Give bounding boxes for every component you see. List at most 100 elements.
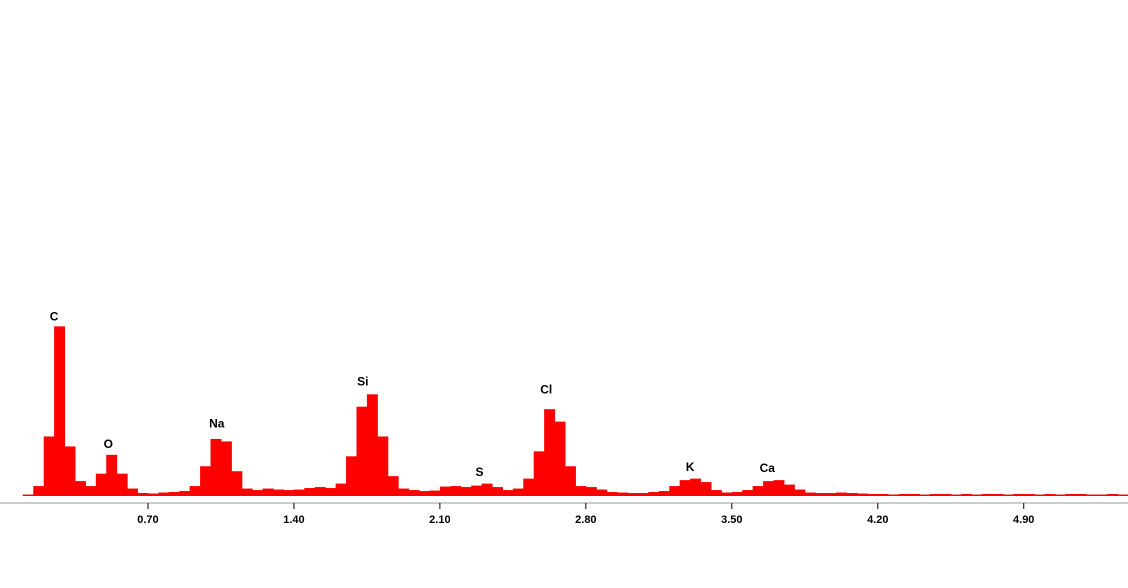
spectrum-bar [398, 488, 410, 496]
spectrum-bar [460, 487, 472, 496]
spectrum-bar [585, 487, 597, 496]
peak-label: Ca [760, 461, 776, 475]
spectrum-bar [700, 482, 712, 496]
spectrum-bar [64, 446, 76, 496]
spectrum-bar [1075, 494, 1087, 496]
x-tick-label: 2.80 [575, 514, 596, 526]
spectrum-bar [742, 490, 754, 496]
spectrum-bar [220, 441, 232, 496]
spectrum-bar [314, 487, 326, 496]
spectrum-bar [492, 487, 503, 496]
spectrum-bar [1096, 494, 1108, 496]
spectrum-bar [606, 492, 618, 496]
spectrum-bar [387, 476, 399, 496]
spectrum-bar [721, 492, 733, 496]
spectrum-bar [273, 489, 284, 496]
spectrum-bar [648, 492, 660, 496]
x-tick-label: 3.50 [721, 514, 742, 526]
spectrum-bar [1065, 494, 1077, 496]
spectrum-bar [1013, 494, 1025, 496]
spectrum-bar [773, 480, 785, 496]
spectrum-bar [335, 483, 347, 496]
spectrum-bar [710, 490, 722, 496]
spectrum-bar [419, 491, 430, 496]
spectrum-bar [512, 488, 524, 496]
spectrum-bar [1107, 494, 1119, 496]
spectrum-bar [1055, 494, 1066, 496]
spectrum-bar [116, 473, 128, 496]
spectrum-bar [679, 480, 691, 496]
spectrum-bar [731, 492, 743, 496]
spectrum-bar [210, 438, 222, 496]
spectrum-bar [669, 486, 681, 496]
spectrum-bar [982, 494, 993, 496]
spectrum-bar [690, 478, 702, 496]
spectrum-bar [231, 471, 243, 496]
spectrum-bar [627, 493, 639, 496]
spectrum-bar [137, 493, 149, 496]
spectrum-bar [815, 493, 827, 496]
spectrum-bar [43, 436, 55, 496]
spectrum-bar [450, 486, 462, 496]
spectrum-bar [471, 485, 483, 496]
spectrum-bar [1044, 494, 1056, 496]
spectrum-bar [1023, 494, 1035, 496]
spectrum-bar [794, 489, 806, 496]
peak-label: S [475, 465, 483, 479]
spectrum-bar [940, 494, 952, 496]
spectrum-bar [825, 493, 837, 496]
spectrum-bar [408, 490, 420, 496]
peak-label: C [50, 310, 59, 324]
spectrum-bar [523, 478, 535, 496]
spectrum-bar [804, 492, 816, 496]
spectrum-bar [54, 326, 66, 496]
peak-label: Na [209, 417, 225, 431]
spectrum-bar [783, 484, 795, 496]
spectrum-bar [533, 451, 545, 496]
spectrum-bar [846, 493, 858, 496]
spectrum-bar [168, 492, 180, 496]
peak-label: Cl [540, 383, 552, 397]
spectrum-bar [304, 488, 316, 496]
spectrum-bar [346, 456, 357, 496]
spectrum-bar [992, 494, 1004, 496]
spectrum-bar [867, 494, 879, 496]
spectrum-bar [200, 466, 212, 496]
spectrum-bar [971, 494, 983, 496]
spectrum-bar [377, 436, 389, 496]
spectrum-bar [481, 483, 493, 496]
spectrum-bar [909, 494, 920, 496]
spectrum-bar [950, 494, 962, 496]
spectrum-bar [179, 491, 191, 496]
spectrum-bar [1086, 494, 1098, 496]
spectrum-bar [658, 491, 670, 496]
spectrum-bar [1002, 494, 1014, 496]
peak-label: O [104, 437, 113, 451]
spectrum-bar [617, 492, 629, 496]
x-tick-label: 1.40 [283, 514, 304, 526]
spectrum-bar [74, 481, 86, 496]
x-tick-label: 0.70 [137, 514, 158, 526]
spectrum-bar [1117, 494, 1128, 496]
spectrum-bar [898, 494, 910, 496]
spectrum-bar [554, 421, 566, 496]
spectrum-bar [752, 486, 764, 496]
spectrum-bar [544, 409, 556, 496]
peak-label: Si [357, 375, 368, 389]
spectrum-bar [252, 490, 264, 496]
spectrum-bar [127, 488, 139, 496]
spectrum-bar [763, 481, 775, 496]
spectrum-bar [262, 488, 274, 496]
x-tick-label: 2.10 [429, 514, 450, 526]
spectrum-bar [836, 492, 847, 496]
spectrum-bar [189, 486, 201, 496]
peak-label: K [686, 460, 695, 474]
spectrum-bar [283, 490, 295, 496]
x-tick-label: 4.20 [867, 514, 888, 526]
spectrum-bar [22, 494, 34, 496]
spectrum-bar [325, 488, 337, 496]
spectrum-bar [877, 494, 889, 496]
spectrum-bar [95, 473, 107, 496]
spectrum-bar [33, 486, 45, 496]
spectrum-bar [637, 493, 649, 496]
